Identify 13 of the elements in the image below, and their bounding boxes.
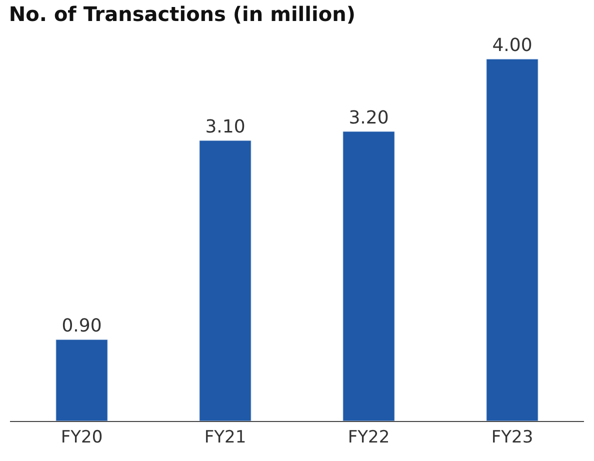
bar xyxy=(486,58,538,421)
bar xyxy=(342,131,395,421)
bar xyxy=(56,339,108,421)
data-label: 3.20 xyxy=(348,107,389,128)
x-tick-label: FY21 xyxy=(204,427,246,448)
data-label: 3.10 xyxy=(205,116,246,138)
chart-title: No. of Transactions (in million) xyxy=(8,2,356,26)
data-label: 4.00 xyxy=(492,35,532,56)
x-tick-label: FY22 xyxy=(348,427,390,448)
x-tick-label: FY20 xyxy=(60,427,103,448)
data-label: 0.90 xyxy=(62,316,102,337)
bar xyxy=(199,140,252,421)
x-tick-label: FY23 xyxy=(491,427,534,448)
